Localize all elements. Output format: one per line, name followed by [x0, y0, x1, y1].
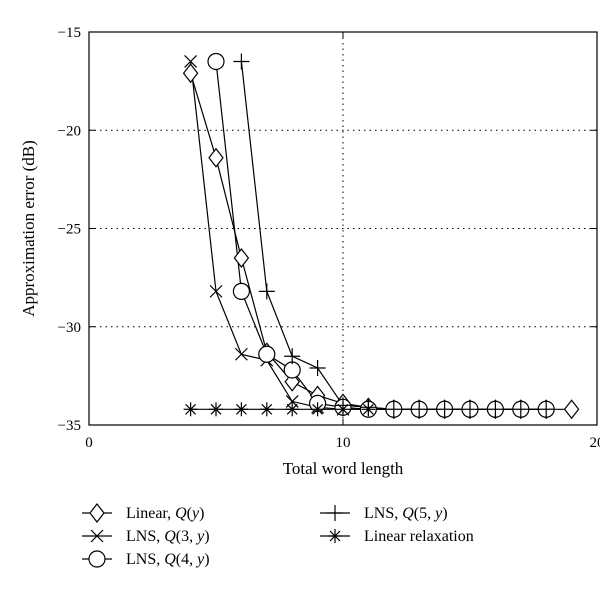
- y-tick-label: −20: [58, 123, 81, 139]
- data-point-linear_relax: [234, 402, 248, 416]
- data-point-linear_relax: [336, 402, 350, 416]
- legend-marker: [328, 529, 342, 543]
- legend-label: Linear relaxation: [364, 528, 474, 545]
- legend-label-part: ): [199, 505, 204, 522]
- legend-label-part: Q: [164, 528, 176, 545]
- data-point-lns_q4: [233, 283, 249, 299]
- data-point-lns_q4: [208, 53, 224, 69]
- legend-label-part: (3,: [176, 528, 197, 545]
- circle-marker-shape: [89, 551, 105, 567]
- y-tick-label: −35: [58, 418, 81, 434]
- legend-label: LNS, Q(5, y): [364, 505, 448, 522]
- legend-label-part: LNS,: [126, 528, 164, 545]
- circle-marker-shape: [259, 346, 275, 362]
- legend-label-part: ): [204, 551, 209, 568]
- legend-label-part: (4,: [176, 551, 197, 568]
- x-tick-label: 20: [590, 435, 600, 451]
- circle-marker-shape: [208, 53, 224, 69]
- legend-label-part: Linear relaxation: [364, 528, 474, 545]
- circle-marker-shape: [233, 283, 249, 299]
- data-point-lns_q4: [284, 362, 300, 378]
- x-tick-label: 10: [336, 435, 351, 451]
- legend-marker: [89, 551, 105, 567]
- data-point-linear_relax: [184, 402, 198, 416]
- data-point-lns_q4: [259, 346, 275, 362]
- y-tick-label: −15: [58, 25, 81, 41]
- data-point-linear_relax: [285, 402, 299, 416]
- data-point-linear_relax: [260, 402, 274, 416]
- y-axis-label: Approximation error (dB): [19, 140, 38, 317]
- legend-label: LNS, Q(3, y): [126, 528, 210, 545]
- legend-label-part: Linear,: [126, 505, 175, 522]
- data-point-linear_relax: [209, 402, 223, 416]
- x-tick-label: 0: [85, 435, 93, 451]
- legend-label-part: ): [442, 505, 447, 522]
- y-tick-label: −25: [58, 222, 81, 238]
- legend-label: Linear, Q(y): [126, 505, 204, 522]
- y-tick-label: −30: [58, 320, 81, 336]
- legend-label-part: LNS,: [126, 551, 164, 568]
- legend-label-part: (5,: [414, 505, 435, 522]
- data-point-linear_relax: [361, 402, 375, 416]
- legend-label-part: Q: [175, 505, 187, 522]
- circle-marker-shape: [284, 362, 300, 378]
- legend-label-part: Q: [402, 505, 414, 522]
- data-point-linear_relax: [311, 402, 325, 416]
- legend-label: LNS, Q(4, y): [126, 551, 210, 568]
- legend-label-part: ): [204, 528, 209, 545]
- legend-item-lns_q4: LNS, Q(4, y): [82, 551, 210, 568]
- legend-label-part: Q: [164, 551, 176, 568]
- legend-label-part: LNS,: [364, 505, 402, 522]
- x-axis-label: Total word length: [283, 459, 404, 478]
